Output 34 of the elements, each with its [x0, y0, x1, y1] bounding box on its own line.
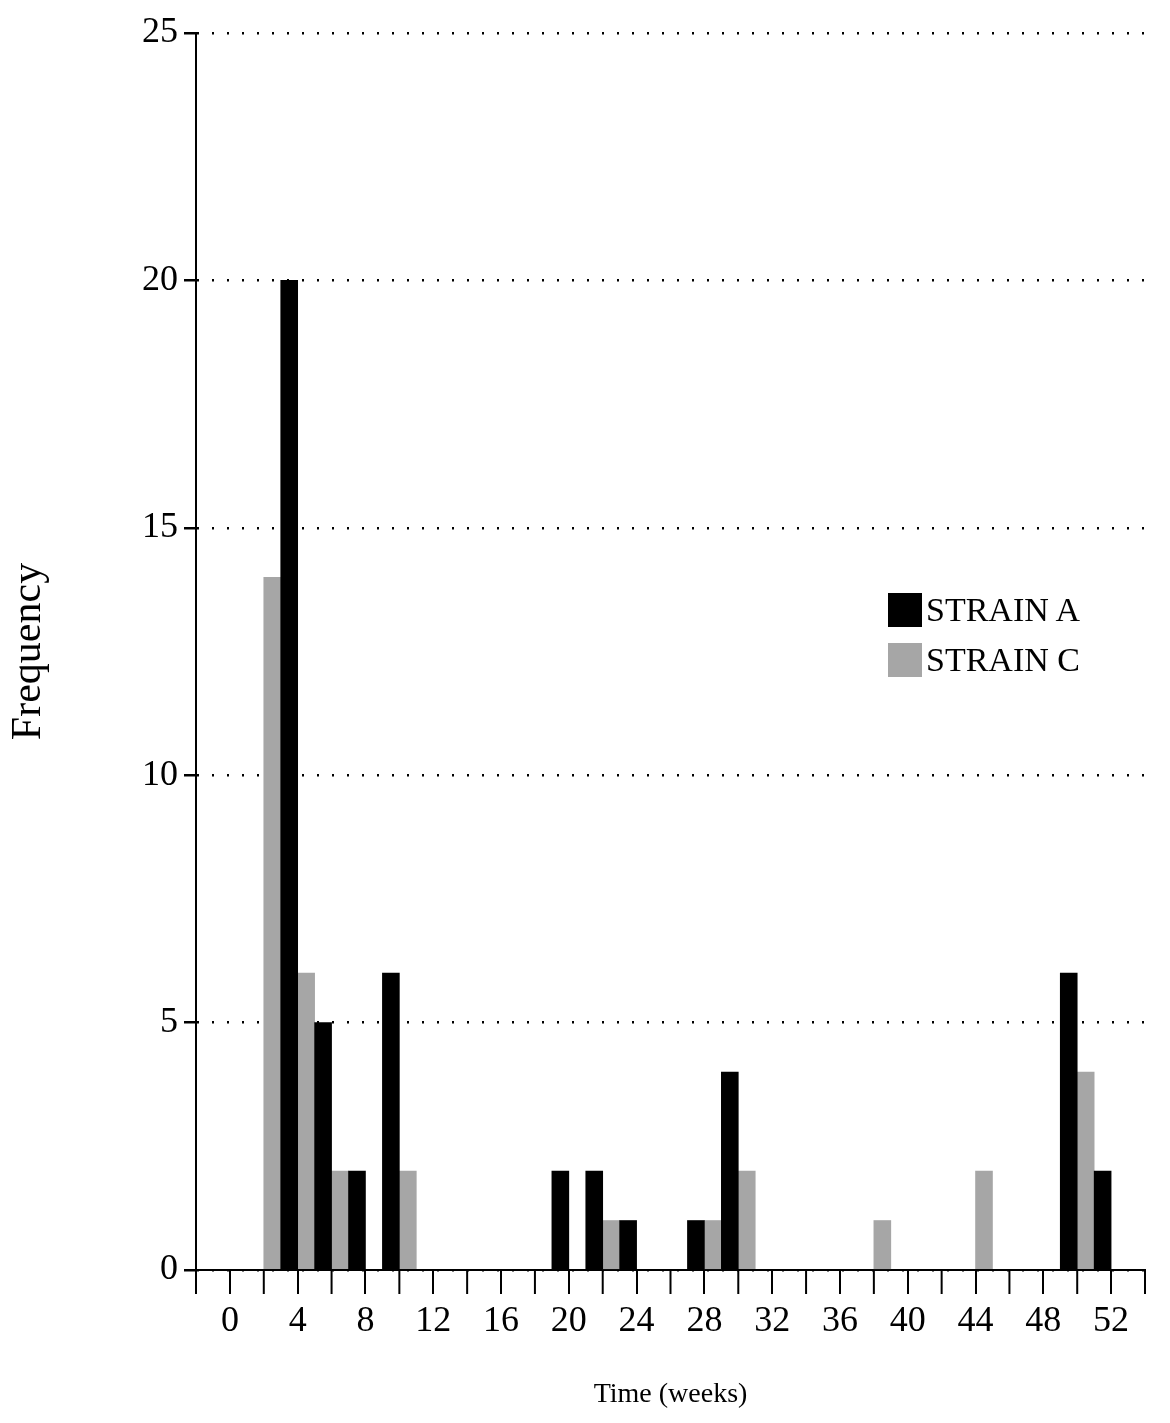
- x-axis-title: Time (weeks): [593, 1376, 748, 1408]
- y-tick-label: 25: [142, 10, 178, 51]
- x-tick-label: 24: [618, 1299, 655, 1340]
- legend-label: STRAIN C: [926, 641, 1080, 679]
- x-tick-label: 16: [483, 1299, 520, 1340]
- x-tick-label: 40: [889, 1299, 926, 1340]
- x-tick-label: 32: [754, 1299, 791, 1340]
- bar: [737, 1170, 756, 1270]
- bar: [263, 576, 282, 1270]
- x-tick-label: 48: [1025, 1299, 1062, 1340]
- x-tick-label: 12: [415, 1299, 452, 1340]
- y-tick-label: 10: [142, 752, 178, 793]
- bar: [297, 972, 315, 1270]
- y-axis-title: Frequency: [3, 562, 50, 741]
- x-tick-label: 28: [686, 1299, 723, 1340]
- bar: [873, 1220, 892, 1270]
- bar: [975, 1170, 993, 1270]
- y-tick-label: 15: [142, 505, 178, 546]
- y-tick-label: 0: [160, 1247, 178, 1288]
- x-tick-label: 8: [356, 1299, 375, 1340]
- bar: [331, 1170, 349, 1270]
- x-tick-label: 52: [1093, 1299, 1130, 1340]
- legend-label: STRAIN A: [926, 591, 1080, 629]
- x-tick-label: 0: [220, 1299, 239, 1340]
- y-tick-label: 5: [160, 1000, 178, 1041]
- x-tick-label: 36: [821, 1299, 858, 1340]
- y-tick-label: 20: [142, 257, 178, 298]
- x-tick-label: 4: [288, 1299, 307, 1340]
- bar: [602, 1220, 620, 1270]
- x-tick-label: 20: [550, 1299, 587, 1340]
- bar: [704, 1220, 722, 1270]
- bar: [399, 1170, 417, 1270]
- x-tick-label: 44: [957, 1299, 994, 1340]
- bar: [1076, 1071, 1095, 1270]
